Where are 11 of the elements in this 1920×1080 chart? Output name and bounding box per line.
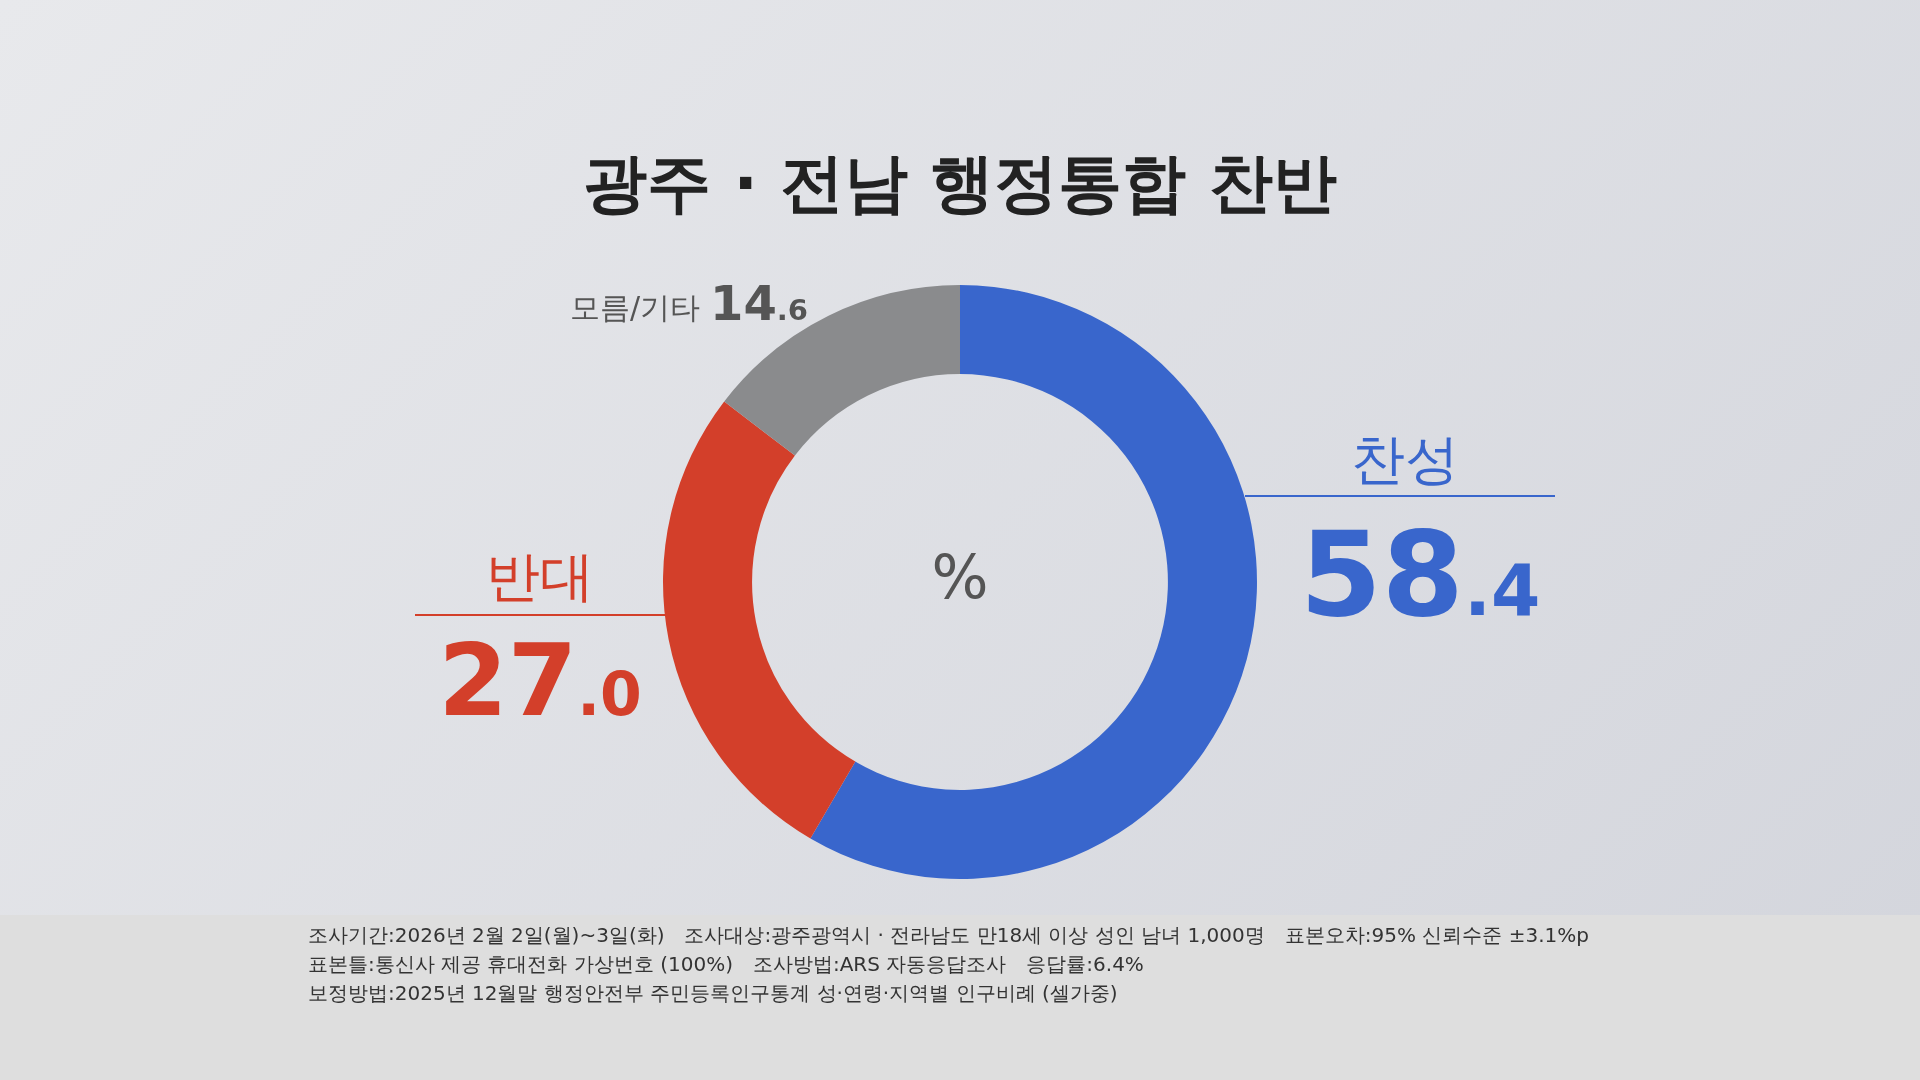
slice-label: 반대 (486, 545, 594, 608)
slice-label: 모름/기타 (569, 290, 700, 325)
chart-title: 광주 · 전남 행정통합 찬반 (582, 145, 1338, 222)
text: % (931, 541, 989, 612)
text: 조사기간:2026년 2월 2일(월)~3일(화) 조사대상:광주광역시 · 전라남도 만18세 이상 성인 남녀 1,000명 표본오차:95% 신뢰수준 ±3.1%p (308, 922, 1590, 949)
text: 표본틀:통신사 제공 휴대전화 가상번호 (100%) 조사방법:ARS 자동응답조사 응답률:6.4% (308, 951, 1145, 978)
data-label: 58.4 (1299, 505, 1541, 643)
data-label: 27.0 (438, 622, 642, 739)
slice-label: 찬성 (1351, 428, 1459, 491)
text: 보정방법:2025년 12월말 행정안전부 주민등록인구통계 성·연령·지역별 인구비례 (셀가중) (308, 980, 1119, 1007)
data-label: 14.6 (710, 275, 808, 331)
